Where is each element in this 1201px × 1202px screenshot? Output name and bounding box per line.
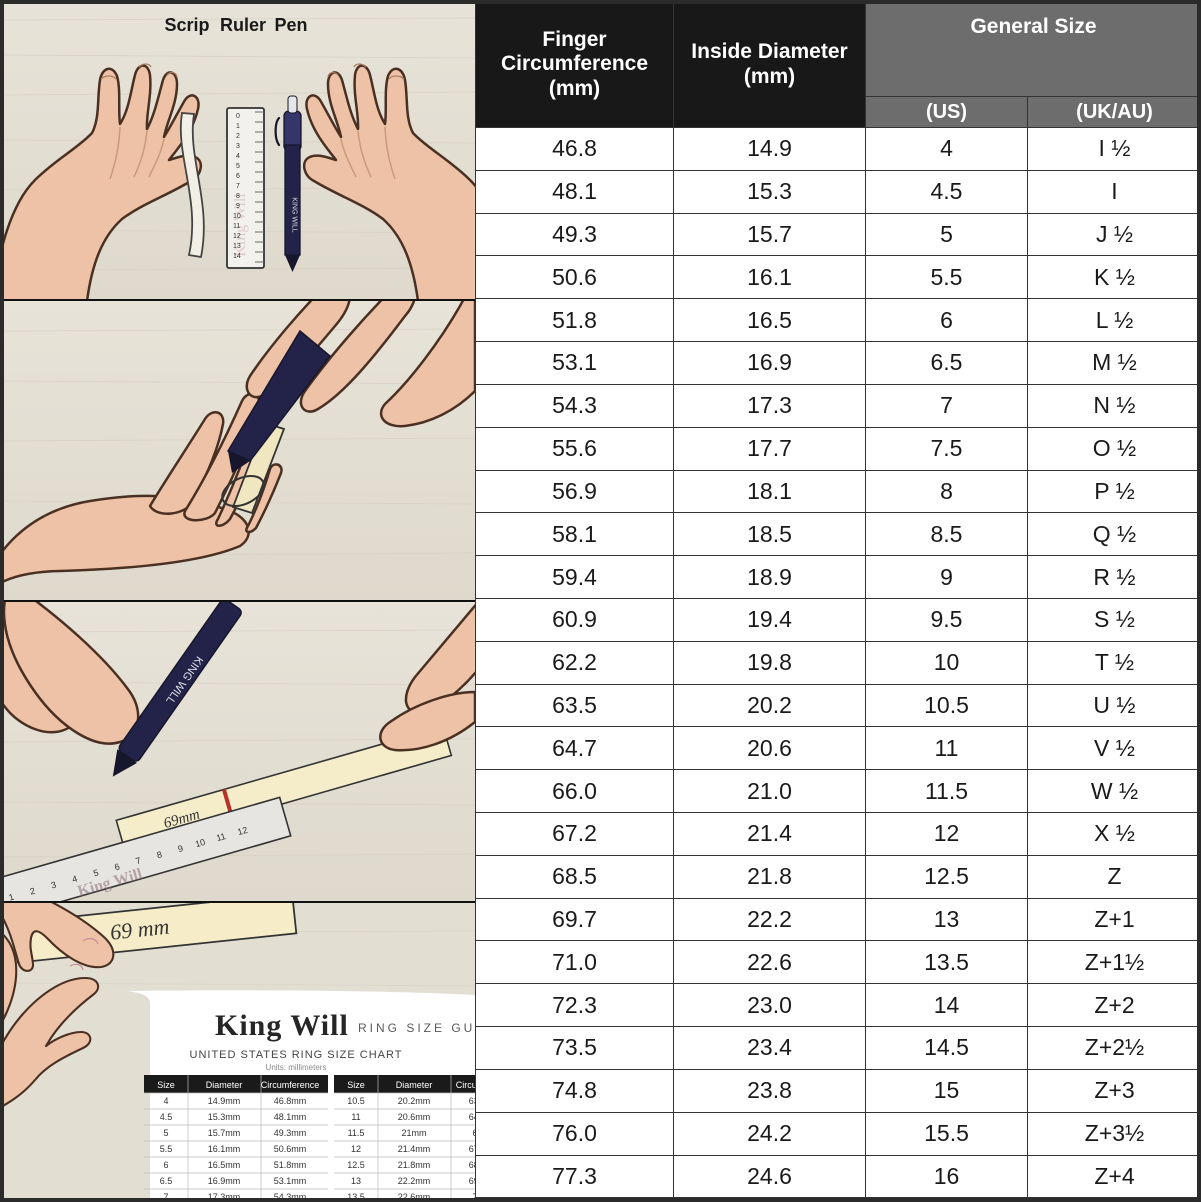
svg-text:2: 2 (236, 133, 240, 140)
svg-text:4: 4 (163, 1096, 168, 1106)
svg-text:Pen: Pen (274, 15, 307, 35)
svg-text:Units: millimeters: Units: millimeters (266, 1063, 327, 1072)
svg-text:11.5: 11.5 (348, 1128, 365, 1138)
svg-text:5: 5 (163, 1128, 168, 1138)
svg-text:51.8mm: 51.8mm (274, 1160, 307, 1170)
svg-text:12: 12 (233, 233, 241, 240)
svg-text:21.4mm: 21.4mm (398, 1144, 431, 1154)
svg-text:16.1mm: 16.1mm (208, 1144, 241, 1154)
svg-text:22.6mm: 22.6mm (398, 1192, 431, 1202)
svg-text:5: 5 (236, 163, 240, 170)
svg-text:13: 13 (233, 243, 241, 250)
svg-text:Diameter: Diameter (206, 1080, 243, 1090)
svg-text:17.3mm: 17.3mm (208, 1192, 241, 1202)
svg-text:KING WILL: KING WILL (291, 197, 298, 233)
svg-text:6: 6 (236, 173, 240, 180)
svg-text:50.6mm: 50.6mm (274, 1144, 307, 1154)
svg-text:22.2mm: 22.2mm (398, 1176, 431, 1186)
svg-text:6.5: 6.5 (160, 1176, 173, 1186)
svg-text:12.5: 12.5 (347, 1160, 365, 1170)
svg-text:RING SIZE GUIDE: RING SIZE GUIDE (358, 1021, 475, 1035)
svg-text:14: 14 (233, 253, 241, 260)
svg-text:11: 11 (351, 1112, 360, 1122)
svg-text:13: 13 (351, 1176, 361, 1186)
svg-text:Diameter: Diameter (396, 1080, 433, 1090)
svg-text:21mm: 21mm (401, 1128, 426, 1138)
svg-text:7: 7 (236, 183, 240, 190)
svg-text:48.1mm: 48.1mm (274, 1112, 307, 1122)
svg-text:5.5: 5.5 (160, 1144, 173, 1154)
svg-text:9: 9 (236, 203, 240, 210)
svg-text:6: 6 (163, 1160, 168, 1170)
svg-text:49.3mm: 49.3mm (274, 1128, 307, 1138)
svg-text:10: 10 (233, 213, 241, 220)
svg-text:Size: Size (347, 1080, 365, 1090)
svg-text:14.9mm: 14.9mm (208, 1096, 241, 1106)
svg-text:21.8mm: 21.8mm (398, 1160, 431, 1170)
svg-text:12: 12 (351, 1144, 361, 1154)
svg-text:13.5: 13.5 (347, 1192, 365, 1202)
svg-text:Circumference: Circumference (456, 1080, 475, 1090)
svg-text:8: 8 (236, 193, 240, 200)
svg-text:15.3mm: 15.3mm (208, 1112, 241, 1122)
svg-text:15.7mm: 15.7mm (208, 1128, 241, 1138)
svg-text:4: 4 (236, 153, 240, 160)
svg-text:Circumference: Circumference (261, 1080, 320, 1090)
svg-text:10.5: 10.5 (347, 1096, 365, 1106)
svg-text:3: 3 (236, 143, 240, 150)
svg-text:46.8mm: 46.8mm (274, 1096, 307, 1106)
svg-text:4.5: 4.5 (160, 1112, 173, 1122)
svg-text:20.6mm: 20.6mm (398, 1112, 431, 1122)
svg-text:Size: Size (157, 1080, 175, 1090)
svg-text:7: 7 (163, 1192, 168, 1202)
svg-text:King Will: King Will (215, 1009, 349, 1042)
svg-text:Ruler: Ruler (220, 15, 266, 35)
svg-text:11: 11 (233, 223, 240, 230)
svg-text:Scrip: Scrip (164, 15, 209, 35)
svg-text:54.3mm: 54.3mm (274, 1192, 307, 1202)
svg-text:UNITED STATES RING SIZE CHART: UNITED STATES RING SIZE CHART (190, 1049, 403, 1061)
svg-text:20.2mm: 20.2mm (398, 1096, 431, 1106)
svg-text:53.1mm: 53.1mm (274, 1176, 307, 1186)
svg-text:16.9mm: 16.9mm (208, 1176, 241, 1186)
svg-text:16.5mm: 16.5mm (208, 1160, 241, 1170)
svg-text:0: 0 (236, 113, 240, 120)
svg-text:1: 1 (236, 123, 240, 130)
